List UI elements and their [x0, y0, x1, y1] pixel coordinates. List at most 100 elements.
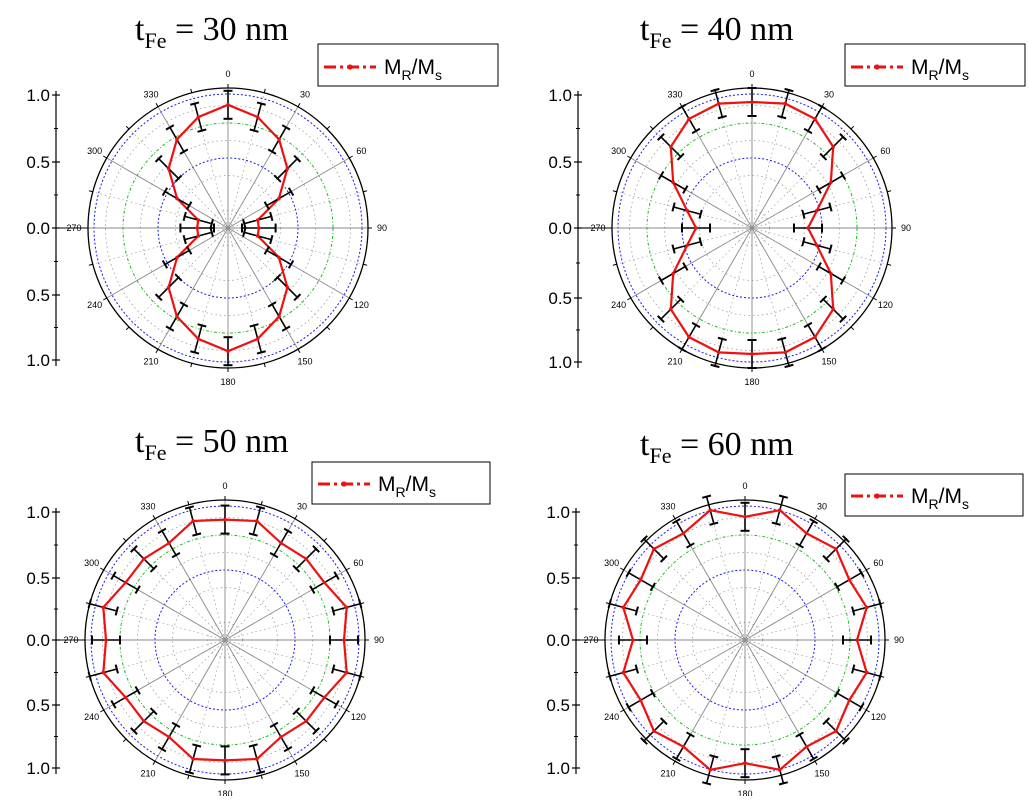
angle-tick-mark	[125, 125, 130, 130]
angle-tick-label: 300	[611, 146, 626, 156]
error-bar-cap-outer	[157, 527, 167, 534]
grid-spoke-minor	[89, 639, 226, 677]
error-bar-cap-outer	[312, 545, 320, 553]
error-bar-cap-outer	[293, 293, 302, 302]
error-bar-cap-outer	[710, 87, 720, 93]
radial-tick-label: 0.5	[26, 569, 50, 588]
data-point	[226, 349, 230, 354]
error-bar-cap-inner	[149, 707, 158, 716]
error-bar-cap-outer	[256, 350, 266, 355]
legend-marker	[874, 64, 880, 70]
error-bar-cap-outer	[607, 671, 612, 681]
panel-tfe-30: tFe = 30 nm MR/Ms 1.0 0.5 0.0 0.5 1.0 0 30 60 9…	[26, 11, 499, 387]
grid-spoke-minor	[744, 639, 845, 740]
radial-tick-label: 1.0	[548, 86, 572, 105]
angle-tick-mark	[627, 155, 632, 159]
angle-tick-mark	[627, 297, 632, 301]
angle-tick-mark	[190, 363, 193, 368]
error-bar-cap-outer	[333, 571, 340, 580]
data-point	[223, 758, 227, 763]
data-point	[834, 729, 838, 733]
data-point	[101, 605, 106, 610]
error-bar-cap-outer	[110, 700, 117, 709]
error-bar-cap-outer	[671, 202, 676, 212]
panel-tfe-50: tFe = 50 nm MR/Ms 1.0 0.5 0.0 0.5 1.0 0 30 60 9…	[26, 423, 491, 799]
grid-spoke-minor	[224, 504, 262, 641]
angle-tick-mark	[612, 190, 617, 193]
error-bar-cap-inner	[248, 532, 258, 537]
angle-tick-label: 150	[821, 356, 836, 366]
error-bar-cap-outer	[878, 599, 883, 609]
grid-spoke-minor	[224, 639, 361, 677]
radial-tick-label: 1.0	[26, 86, 50, 105]
title-subscript: Fe	[649, 28, 671, 53]
error-bar-cap-outer	[809, 755, 818, 762]
angle-tick-mark	[326, 326, 331, 331]
error-bar-cap-outer	[677, 346, 687, 353]
data-point	[716, 101, 721, 106]
data-point	[277, 196, 281, 201]
angle-tick-label: 300	[604, 558, 619, 568]
title-subscript: Fe	[144, 440, 166, 465]
series-mr-ms	[657, 87, 847, 369]
error-bar-cap-inner	[292, 707, 301, 716]
error-bar-cap-outer	[293, 154, 302, 163]
error-bar-cap-inner	[851, 664, 856, 674]
angle-tick-mark	[155, 348, 159, 353]
error-bar-cap-inner	[709, 521, 719, 526]
data-point	[279, 541, 283, 545]
angle-tick-mark	[345, 709, 350, 713]
angle-tick-mark	[345, 567, 350, 571]
angle-tick-mark	[263, 363, 266, 368]
error-bar-cap-inner	[634, 606, 639, 616]
error-bar-cap-inner	[801, 209, 806, 219]
angle-tick-label: 150	[297, 356, 312, 366]
angle-tick-label: 90	[377, 223, 387, 233]
data-point	[175, 137, 179, 142]
data-point	[277, 137, 281, 142]
title-subscript: Fe	[144, 28, 166, 53]
data-point	[304, 719, 308, 723]
data-point	[277, 255, 281, 260]
legend-sub-r: R	[402, 67, 412, 83]
data-point	[681, 531, 686, 536]
data-point	[671, 180, 675, 185]
error-bar-cap-inner	[209, 219, 214, 229]
error-bar-cap-inner	[331, 664, 336, 674]
angle-tick-mark	[294, 515, 298, 520]
angle-tick-mark	[103, 155, 108, 159]
error-bar-cap-outer	[165, 124, 175, 131]
radial-tick-label: 0.5	[26, 696, 50, 715]
angle-tick-mark	[363, 190, 368, 193]
angle-labels: 0 30 60 90 120 150 180 210 240 270 300 330	[66, 69, 387, 387]
error-bar-cap-inner	[717, 114, 727, 120]
legend-box	[317, 43, 499, 87]
radial-tick-label: 0.5	[546, 696, 570, 715]
data-point	[342, 638, 346, 642]
error-bar-cap-outer	[858, 568, 865, 578]
angle-tick-mark	[263, 88, 266, 93]
angle-tick-label: 0	[742, 481, 747, 491]
error-bar-cap-outer	[657, 133, 665, 141]
radial-tick-label: 0.0	[26, 631, 50, 650]
angle-tick-mark	[294, 760, 298, 765]
grid-spoke-minor	[616, 191, 753, 229]
angle-tick-mark	[814, 515, 818, 520]
error-bar-cap-inner	[209, 227, 214, 237]
data-point	[829, 180, 833, 185]
polar-grid	[81, 496, 369, 784]
error-bar-cap-outer	[130, 727, 138, 735]
grid-spoke-minor	[191, 92, 229, 229]
data-point	[864, 670, 869, 675]
radial-tick-label: 0.5	[26, 286, 50, 305]
data-point	[834, 547, 838, 551]
error-bar-cap-inner	[834, 582, 841, 592]
error-bar-cap-outer	[657, 315, 665, 323]
error-bar-cap-outer	[110, 571, 117, 580]
data-point	[123, 695, 128, 700]
error-bar-cap-outer	[287, 187, 295, 196]
title-suffix: = 30 nm	[166, 11, 288, 48]
data-point	[708, 508, 713, 512]
error-bar-cap-inner	[822, 717, 831, 726]
angle-tick-mark	[323, 537, 328, 542]
